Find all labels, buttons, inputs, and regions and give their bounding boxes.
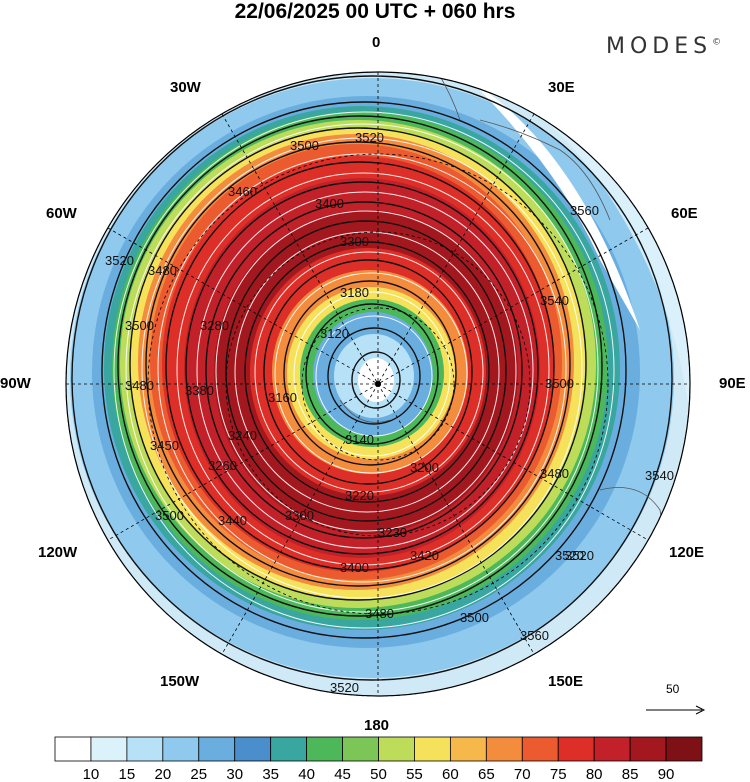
contour-label: 3260 <box>208 458 237 473</box>
colorbar-tick-label: 70 <box>514 766 531 782</box>
contour-label: 3440 <box>218 513 247 528</box>
map-border <box>65 71 691 697</box>
colorbar-swatch <box>54 736 92 762</box>
contour-label: 3160 <box>268 390 297 405</box>
colorbar-swatch <box>90 736 128 762</box>
contour-label: 3480 <box>148 263 177 278</box>
lon-label-0: 0 <box>372 34 381 51</box>
colorbar-tick-label: 10 <box>83 766 100 782</box>
contour-label: 3450 <box>150 438 179 453</box>
colorbar-swatch <box>414 736 451 762</box>
colorbar-swatch <box>629 736 667 762</box>
lon-label-30e: 30E <box>548 79 575 96</box>
contour-label: 3480 <box>125 378 154 393</box>
contour-label: 3380 <box>185 383 214 398</box>
lon-label-180: 180 <box>364 717 390 734</box>
lon-label-120w: 120W <box>38 544 78 561</box>
contour-label: 3520 <box>330 680 359 695</box>
lon-label-120e: 120E <box>669 544 705 561</box>
brand-text: MODES <box>606 34 713 59</box>
colorbar-swatch <box>593 736 631 762</box>
height-contours <box>71 75 673 681</box>
colorbar-swatch <box>449 736 487 762</box>
contour-label: 3520 <box>565 548 594 563</box>
contour-label: 3500 <box>290 138 319 153</box>
colorbar-tick-label: 90 <box>658 766 675 782</box>
colorbar-swatch <box>485 736 523 762</box>
colorbar-tick-label: 85 <box>622 766 639 782</box>
colorbar-tick-label: 25 <box>190 766 207 782</box>
contour-label: 3120 <box>320 326 349 341</box>
colorbar-tick-label: 55 <box>406 766 423 782</box>
lon-label-30w: 30W <box>170 79 201 96</box>
contour-label: 3540 <box>540 293 569 308</box>
colorbar-tick-label: 15 <box>119 766 136 782</box>
colorbar-tick-label: 75 <box>550 766 567 782</box>
reference-arrow-icon <box>646 705 706 715</box>
contour-label: 3400 <box>340 560 369 575</box>
colorbar-tick-label: 40 <box>298 766 315 782</box>
map-disc <box>66 72 690 696</box>
contour-label: 3280 <box>200 318 229 333</box>
colorbar-swatch <box>557 736 595 762</box>
contour-label: 3230 <box>378 525 407 540</box>
contour-label: 3560 <box>570 203 599 218</box>
pole-marker <box>375 381 381 387</box>
colorbar-swatch <box>270 736 308 762</box>
colorbar-tick-label: 50 <box>370 766 387 782</box>
contour-label: 3420 <box>410 548 439 563</box>
contour-label: 3500 <box>460 610 489 625</box>
lon-label-90e: 90E <box>719 375 746 392</box>
brand-logo: MODES© <box>606 34 721 59</box>
colorbar-swatch <box>162 736 200 762</box>
contour-label: 3300 <box>340 234 369 249</box>
contour-label: 3460 <box>228 184 257 199</box>
contour-label: 3480 <box>540 466 569 481</box>
contour-label: 3520 <box>555 548 584 563</box>
lon-label-150e: 150E <box>548 673 584 690</box>
colorbar-tick-label: 60 <box>442 766 459 782</box>
contour-label: 3180 <box>340 285 369 300</box>
lon-label-60w: 60W <box>46 205 77 222</box>
contour-label: 3300 <box>285 508 314 523</box>
colorbar-swatch <box>126 736 164 762</box>
colorbar-tick-label: 65 <box>478 766 495 782</box>
contour-label-group: 3520 3500 3460 3400 3300 3180 3120 3160 … <box>105 130 674 695</box>
contour-label: 3520 <box>355 130 384 145</box>
contour-label: 3220 <box>345 488 374 503</box>
colorbar-swatch <box>342 736 379 762</box>
colorbar-swatch <box>521 736 559 762</box>
wind-streamlines <box>113 111 615 629</box>
colorbar-tick-label: 35 <box>262 766 279 782</box>
lon-label-90w: 90W <box>0 375 31 392</box>
contour-label: 3140 <box>345 432 374 447</box>
map-title: 22/06/2025 00 UTC + 060 hrs <box>234 0 516 23</box>
reference-vector-value: 50 <box>666 682 680 696</box>
colorbar-tick-label: 30 <box>226 766 243 782</box>
contour-label: 3240 <box>228 428 257 443</box>
contour-label: 3480 <box>365 606 394 621</box>
contour-label: 3520 <box>105 253 134 268</box>
lon-label-60e: 60E <box>671 205 698 222</box>
colorbar-tick-label: 80 <box>586 766 603 782</box>
copyright-mark: © <box>712 37 722 48</box>
contour-label: 3500 <box>125 318 154 333</box>
colorbar-swatch <box>306 736 343 762</box>
colorbar: 10 15 20 25 30 35 40 45 50 55 60 65 70 75 80 85 90 <box>54 736 703 782</box>
contour-label: 3500 <box>545 376 574 391</box>
colorbar-swatch <box>234 736 272 762</box>
colorbar-tick-label: 45 <box>334 766 351 782</box>
contour-label: 3560 <box>520 628 549 643</box>
contour-label: 3400 <box>315 196 344 211</box>
contour-label: 3200 <box>410 460 439 475</box>
contour-label: 3500 <box>155 508 184 523</box>
colorbar-swatch <box>198 736 236 762</box>
colorbar-tick-label: 20 <box>154 766 171 782</box>
colorbar-swatch <box>378 736 415 762</box>
colorbar-swatch <box>665 736 703 762</box>
lon-label-150w: 150W <box>160 673 200 690</box>
contour-label: 3540 <box>645 468 674 483</box>
